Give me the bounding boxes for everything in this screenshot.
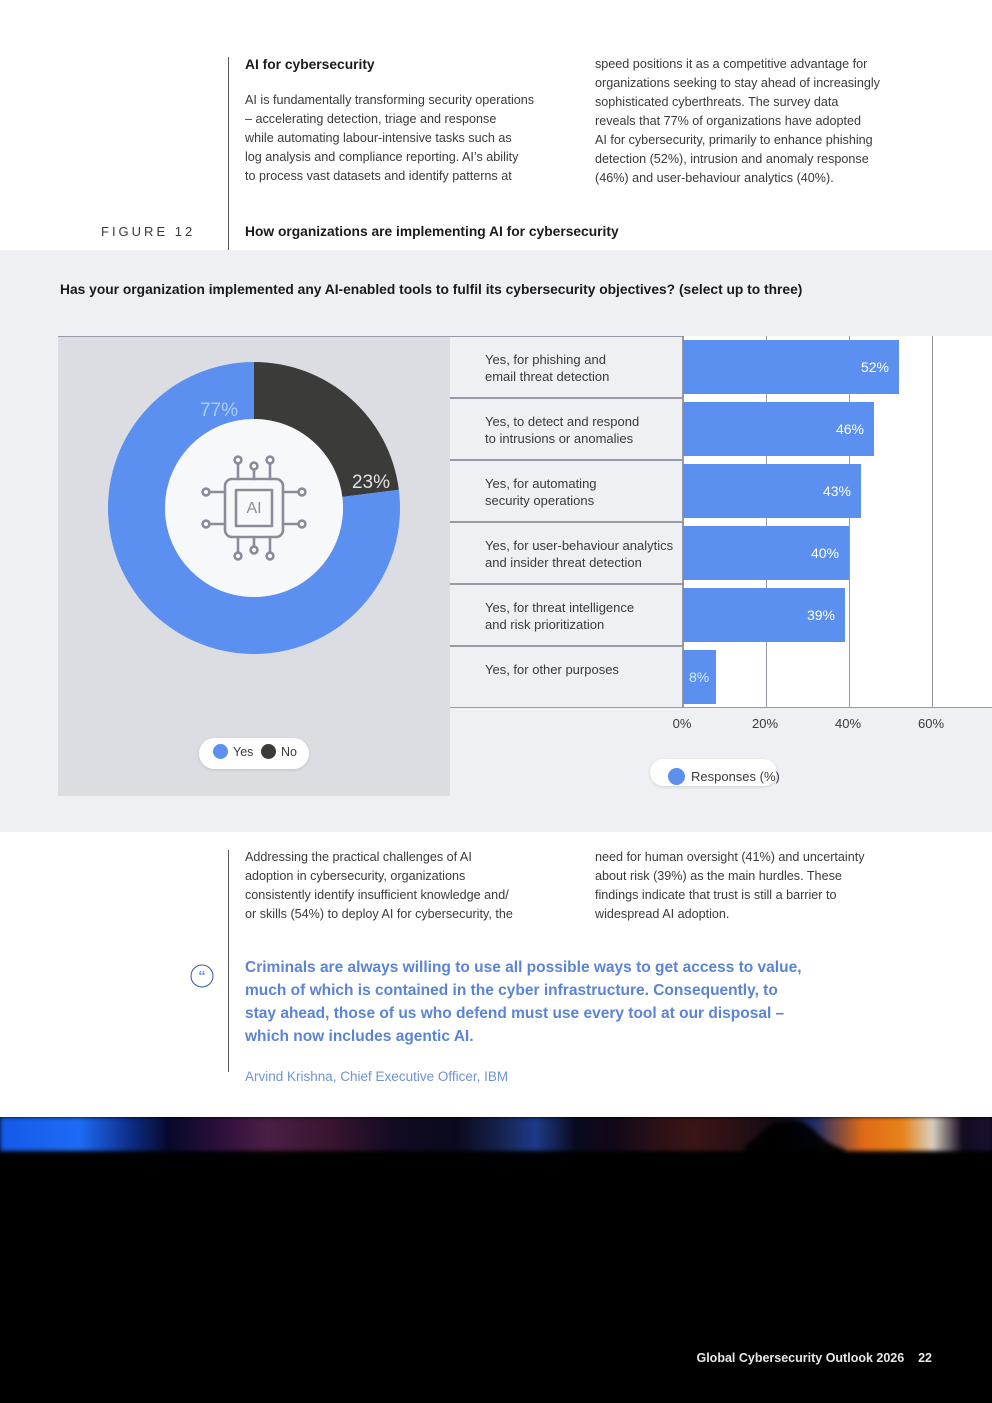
svg-text:“: “ xyxy=(198,968,206,985)
svg-text:AI: AI xyxy=(246,500,261,517)
